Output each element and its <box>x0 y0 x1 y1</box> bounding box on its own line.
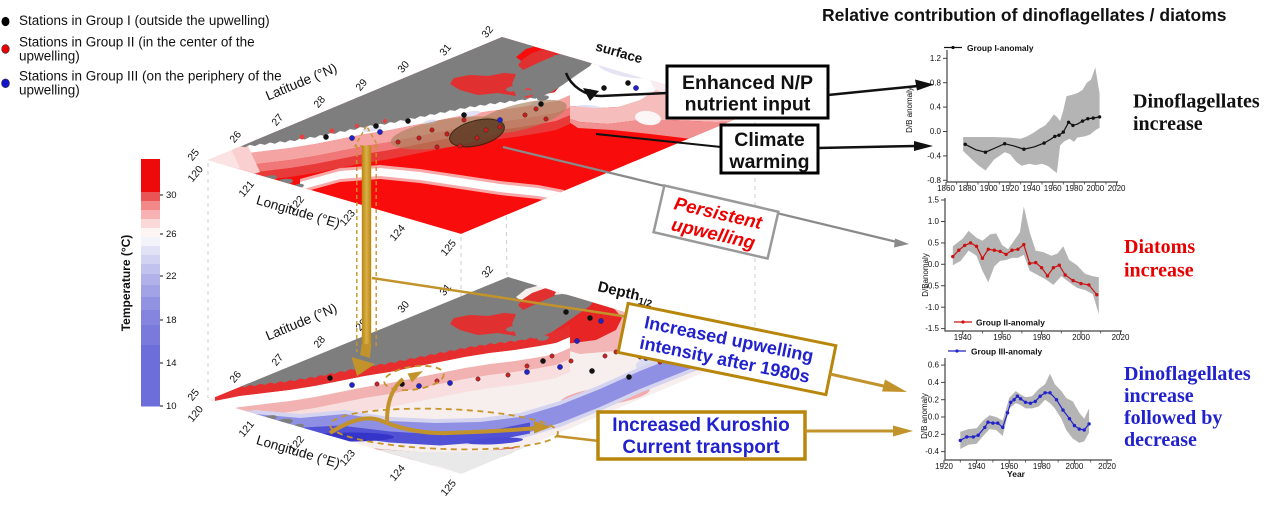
svg-text:-0.2: -0.2 <box>925 430 939 439</box>
svg-text:1880: 1880 <box>958 184 976 193</box>
svg-text:Dinoflagellates: Dinoflagellates <box>1124 363 1251 385</box>
svg-text:increase: increase <box>1124 385 1194 407</box>
svg-text:-1.0: -1.0 <box>925 303 939 312</box>
svg-text:followed by: followed by <box>1124 407 1222 429</box>
svg-text:2020: 2020 <box>1098 462 1116 471</box>
svg-text:1.0: 1.0 <box>928 217 940 226</box>
svg-text:1920: 1920 <box>935 462 953 471</box>
svg-text:1960: 1960 <box>1044 184 1062 193</box>
svg-text:Group II-anomaly: Group II-anomaly <box>976 318 1045 328</box>
svg-text:1980: 1980 <box>1033 462 1051 471</box>
svg-text:30: 30 <box>166 190 177 201</box>
svg-text:increase: increase <box>1124 260 1194 282</box>
svg-text:Year: Year <box>1007 469 1026 479</box>
svg-text:0.4: 0.4 <box>930 103 942 112</box>
svg-text:1960: 1960 <box>993 333 1011 342</box>
svg-text:0.5: 0.5 <box>928 239 940 248</box>
svg-text:1940: 1940 <box>1022 184 1040 193</box>
svg-text:0.0: 0.0 <box>928 260 940 269</box>
svg-text:D/B anomaly: D/B anomaly <box>905 87 914 133</box>
svg-text:-0.8: -0.8 <box>927 176 941 185</box>
svg-text:2000: 2000 <box>1072 333 1090 342</box>
svg-text:Group I-anomaly: Group I-anomaly <box>967 43 1034 53</box>
svg-text:2000: 2000 <box>1086 184 1104 193</box>
svg-text:10: 10 <box>166 401 177 412</box>
svg-text:1900: 1900 <box>980 184 998 193</box>
svg-text:Stations in Group I (outside t: Stations in Group I (outside the upwelli… <box>19 13 270 28</box>
svg-text:Current transport: Current transport <box>622 437 780 458</box>
svg-text:Dinoflagellates: Dinoflagellates <box>1133 91 1260 113</box>
svg-text:Stations in Group III (on the: Stations in Group III (on the periphery … <box>19 69 282 84</box>
svg-text:0.0: 0.0 <box>928 413 940 422</box>
svg-text:26: 26 <box>166 229 177 240</box>
svg-text:0.8: 0.8 <box>930 78 942 87</box>
svg-text:1860: 1860 <box>937 184 955 193</box>
svg-text:1980: 1980 <box>1033 333 1051 342</box>
svg-text:Increased Kuroshio: Increased Kuroshio <box>612 415 789 436</box>
svg-text:Group III-anomaly: Group III-anomaly <box>971 347 1043 357</box>
svg-text:increase: increase <box>1133 113 1203 135</box>
svg-text:warming: warming <box>728 151 809 173</box>
svg-text:0.6: 0.6 <box>928 361 940 370</box>
svg-text:nutrient input: nutrient input <box>685 94 811 116</box>
svg-text:D/Banomaly: D/Banomaly <box>921 253 930 297</box>
svg-text:-0.5: -0.5 <box>925 281 939 290</box>
svg-text:2020: 2020 <box>1108 184 1126 193</box>
svg-text:Relative contribution of dinof: Relative contribution of dinoflagellates… <box>822 5 1227 25</box>
svg-text:D/B anomaly: D/B anomaly <box>920 393 929 439</box>
svg-text:Temperature (°C): Temperature (°C) <box>119 235 133 332</box>
svg-text:1940: 1940 <box>954 333 972 342</box>
svg-text:Climate: Climate <box>734 129 805 151</box>
svg-text:-0.4: -0.4 <box>927 152 941 161</box>
svg-text:14: 14 <box>166 358 177 369</box>
svg-text:0.2: 0.2 <box>928 395 940 404</box>
svg-text:1940: 1940 <box>968 462 986 471</box>
svg-text:2020: 2020 <box>1112 333 1130 342</box>
svg-text:2000: 2000 <box>1066 462 1084 471</box>
svg-text:Stations in Group II (in the c: Stations in Group II (in the center of t… <box>19 35 255 50</box>
svg-text:decrease: decrease <box>1124 429 1197 451</box>
svg-text:Enhanced N/P: Enhanced N/P <box>682 72 813 94</box>
svg-text:1980: 1980 <box>1065 184 1083 193</box>
svg-text:0.4: 0.4 <box>928 378 940 387</box>
svg-text:-0.4: -0.4 <box>925 447 939 456</box>
svg-text:22: 22 <box>166 271 177 282</box>
svg-text:1920: 1920 <box>1001 184 1019 193</box>
svg-text:upwelling): upwelling) <box>19 83 80 98</box>
svg-text:1.5: 1.5 <box>928 196 940 205</box>
svg-text:-1.5: -1.5 <box>925 324 939 333</box>
svg-text:0.0: 0.0 <box>930 127 942 136</box>
svg-text:18: 18 <box>166 315 177 326</box>
svg-text:1.2: 1.2 <box>930 54 942 63</box>
svg-text:Diatoms: Diatoms <box>1124 236 1195 258</box>
svg-text:upwelling): upwelling) <box>19 49 80 64</box>
svg-text:1960: 1960 <box>1000 462 1018 471</box>
